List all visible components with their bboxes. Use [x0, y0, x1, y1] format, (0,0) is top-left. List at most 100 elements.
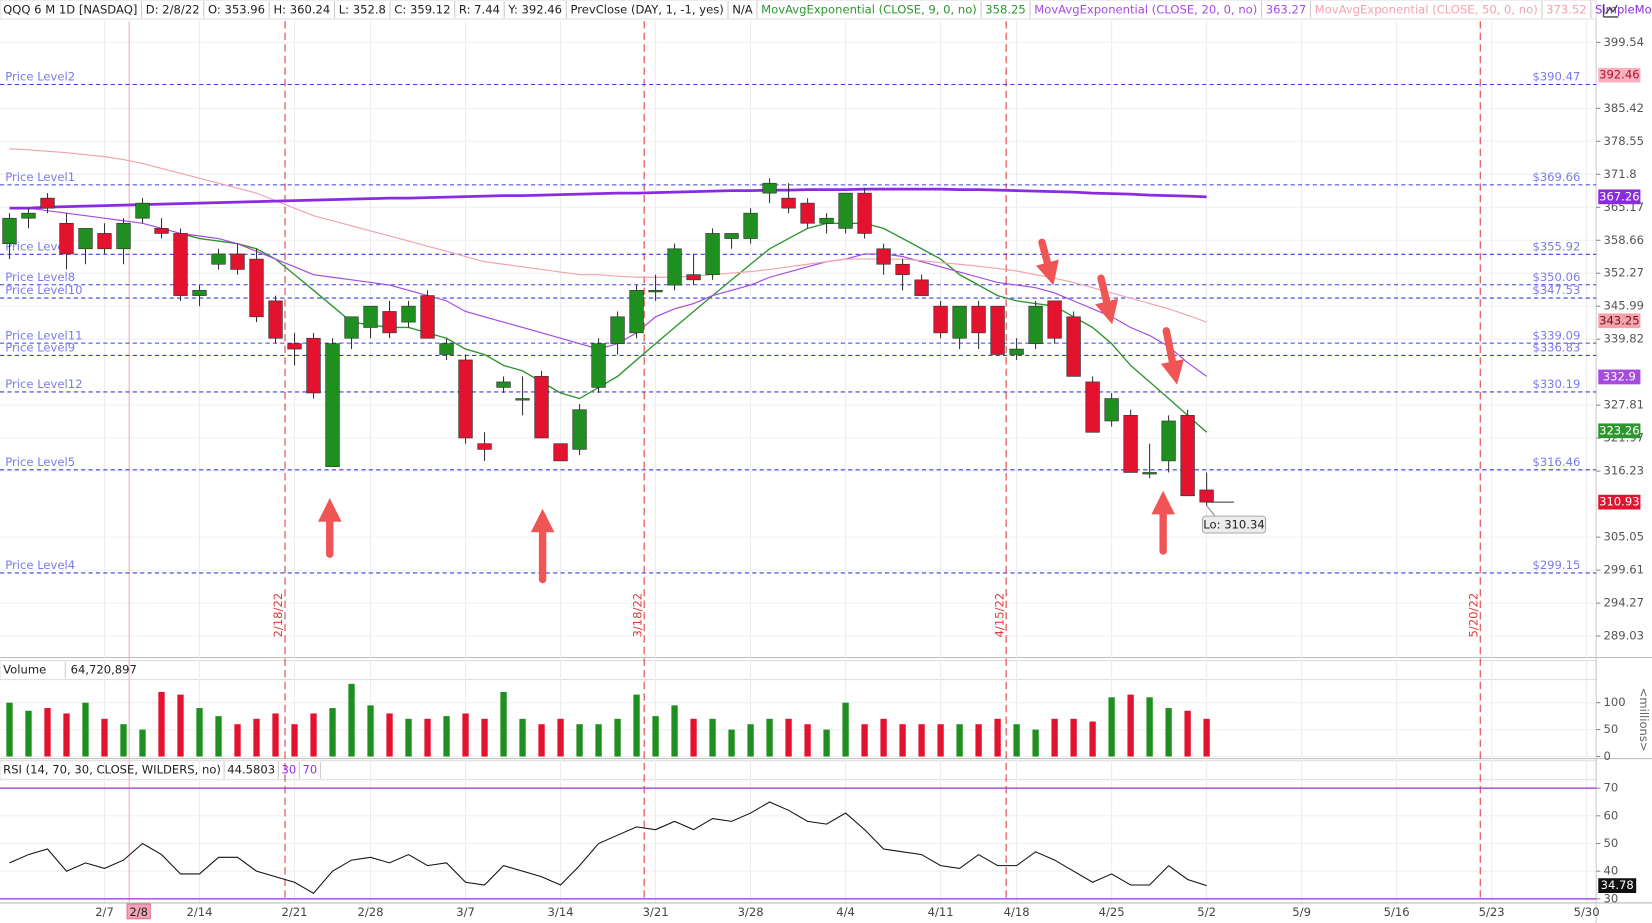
y-tick-label: 399.54	[1604, 35, 1645, 49]
chart-icon[interactable]	[1602, 4, 1619, 18]
header-item: MovAvgExponential (CLOSE, 50, 0, no)	[1315, 3, 1538, 17]
candle-body	[154, 228, 169, 234]
candle-body	[743, 212, 758, 239]
y-tick-label: 385.42	[1604, 101, 1645, 115]
volume-bar	[766, 718, 773, 757]
volume-bar	[272, 713, 279, 757]
candle-body	[838, 192, 853, 229]
candle-body	[344, 316, 359, 339]
header-item: D: 2/8/22	[146, 3, 200, 17]
arrow	[1160, 327, 1184, 385]
pane-title: Volume	[3, 663, 46, 677]
volume-bar	[1165, 708, 1172, 757]
volume-bar	[386, 713, 393, 757]
candle-body	[819, 217, 834, 224]
x-tick-label: 2/7	[95, 905, 114, 919]
volume-bar	[310, 713, 317, 757]
candle-body	[420, 295, 435, 339]
low-pointer	[1206, 505, 1216, 517]
x-tick-label: 3/21	[643, 905, 669, 919]
volume-bar	[975, 724, 982, 757]
volume-bar	[101, 718, 108, 757]
volume-bar	[63, 713, 70, 757]
price-badge-label: 392.46	[1599, 68, 1640, 82]
header-item: PrevClose (DAY, 1, -1, yes)	[570, 3, 723, 17]
candle-body	[648, 290, 663, 293]
candle-body	[667, 248, 682, 286]
price-level-label: $330.19	[1532, 377, 1580, 391]
price-level-name: Price Level2	[5, 70, 75, 84]
y-tick-label: 371.8	[1604, 167, 1637, 181]
x-tick-label: 2/21	[282, 905, 308, 919]
y-tick-label: 289.03	[1604, 629, 1645, 643]
candle-body	[1104, 398, 1119, 422]
candle-body	[40, 197, 55, 209]
price-badge-label: 310.93	[1599, 495, 1640, 509]
y-tick-label: 30	[1604, 891, 1619, 905]
price-level-name: Price Level	[5, 239, 68, 253]
event-label: 4/15/22	[992, 593, 1006, 638]
volume-bar	[804, 724, 811, 757]
candle-body	[458, 359, 473, 439]
volume-bar	[842, 702, 849, 757]
candle-body	[287, 343, 302, 350]
candle-body	[1180, 415, 1195, 497]
candle-body	[211, 253, 226, 265]
candle-body	[553, 443, 568, 462]
candle-body	[1123, 415, 1138, 473]
volume-bar	[671, 705, 678, 757]
header-item: 373.52	[1546, 3, 1587, 17]
candle-body	[173, 233, 188, 296]
price-level-name: Price Level1	[5, 170, 75, 184]
volume-bar	[937, 724, 944, 757]
volume-bar	[1108, 697, 1115, 757]
candle-body	[21, 212, 36, 219]
y-tick-label: 339.82	[1604, 332, 1645, 346]
moving-average	[9, 187, 1207, 210]
price-badge-label: 343.25	[1599, 313, 1640, 327]
volume-bar	[652, 716, 659, 757]
candle-body	[971, 305, 986, 334]
x-tick-label: 3/7	[456, 905, 475, 919]
header-item: H: 360.24	[273, 3, 330, 17]
arrow	[1035, 238, 1059, 286]
candle-body	[1066, 316, 1081, 377]
volume-bar	[880, 718, 887, 757]
price-level-label: $299.15	[1532, 558, 1580, 572]
y-tick-label: 294.27	[1604, 596, 1645, 610]
pane-header	[0, 660, 1597, 681]
x-tick-label: 4/25	[1099, 905, 1125, 919]
price-badge	[1598, 423, 1641, 439]
y-tick-label: 50	[1604, 836, 1619, 850]
event-label: 2/18/22	[271, 593, 285, 638]
volume-bar	[1070, 718, 1077, 757]
header-item: O: 353.96	[208, 3, 265, 17]
y-tick-label: 50	[1604, 722, 1619, 736]
candle-body	[135, 202, 150, 219]
x-tick-label: 2/28	[358, 905, 384, 919]
x-tick-label: 2/14	[187, 905, 213, 919]
y-tick-label: 60	[1604, 808, 1619, 822]
candle-body	[572, 409, 587, 450]
candle-body	[325, 343, 340, 467]
volume-bar	[1013, 724, 1020, 757]
candle-body	[306, 337, 321, 394]
header-item: L: 352.8	[339, 3, 386, 17]
y-tick-label: 316.23	[1604, 464, 1645, 478]
candle-body	[724, 233, 739, 239]
y-tick-label: 70	[1604, 781, 1619, 795]
candle-body	[1009, 348, 1024, 355]
volume-bar	[899, 724, 906, 757]
volume-bar	[234, 724, 241, 757]
y-axis-label: <millions>	[1637, 688, 1651, 752]
cursor-label-box	[126, 903, 151, 920]
candle-body	[230, 253, 245, 270]
candle-body	[705, 233, 720, 275]
price-level-label: $336.83	[1532, 341, 1580, 355]
pane-title-value: 64,720,897	[71, 663, 137, 677]
volume-bar	[329, 708, 336, 757]
pane-title: 30	[281, 763, 296, 777]
price-badge	[1598, 313, 1641, 329]
volume-bar	[462, 713, 469, 757]
